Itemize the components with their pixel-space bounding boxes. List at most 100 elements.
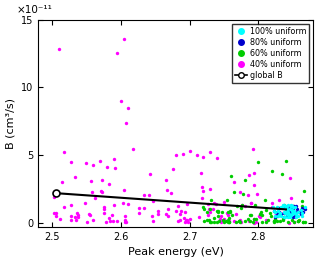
Point [89, 190, 94, 194]
Point [248, 219, 253, 223]
Point [98, 159, 103, 163]
Point [176, 204, 181, 209]
Point [291, 206, 296, 211]
Point [291, 205, 296, 209]
Point [247, 219, 252, 223]
Point [276, 211, 281, 215]
Point [287, 215, 293, 219]
Point [292, 211, 297, 215]
Point [173, 153, 178, 157]
Point [283, 211, 288, 215]
Point [296, 218, 301, 222]
Point [164, 188, 169, 192]
Point [287, 176, 293, 180]
Point [112, 166, 117, 171]
Point [214, 202, 219, 206]
Point [271, 209, 276, 213]
Point [226, 219, 232, 223]
Point [299, 208, 304, 212]
Point [291, 204, 296, 208]
Point [288, 204, 293, 208]
Point [142, 193, 147, 197]
Point [285, 214, 290, 218]
Point [295, 219, 300, 223]
Point [122, 218, 127, 222]
Point [236, 219, 241, 223]
Point [301, 210, 306, 215]
Point [206, 207, 211, 211]
Point [288, 212, 293, 216]
Point [170, 167, 175, 171]
Point [290, 207, 295, 211]
Point [281, 203, 286, 208]
Point [107, 216, 112, 221]
Point [163, 212, 168, 216]
Point [51, 211, 56, 215]
Point [285, 212, 290, 216]
Point [225, 210, 230, 215]
Point [283, 207, 288, 211]
Point [289, 218, 294, 222]
Point [300, 199, 305, 203]
Point [287, 212, 292, 216]
Point [283, 211, 288, 215]
Point [295, 214, 300, 218]
Point [283, 206, 288, 210]
Point [51, 195, 56, 199]
Point [289, 203, 294, 207]
Point [60, 180, 65, 184]
Point [277, 211, 282, 215]
Point [232, 219, 237, 224]
Point [178, 212, 183, 216]
Point [299, 209, 304, 213]
Point [275, 209, 280, 213]
Point [124, 220, 129, 224]
Point [278, 205, 284, 209]
Point [206, 213, 211, 217]
Point [107, 182, 112, 186]
Point [75, 213, 80, 217]
Point [283, 159, 288, 163]
Point [227, 210, 233, 214]
Point [285, 207, 290, 211]
Point [215, 209, 220, 213]
Point [219, 214, 224, 219]
Point [275, 214, 280, 218]
Point [224, 211, 229, 215]
Point [146, 193, 151, 197]
Point [252, 217, 257, 221]
Point [201, 205, 206, 209]
Point [296, 219, 301, 224]
Point [278, 212, 284, 216]
Point [285, 212, 290, 216]
Point [286, 220, 291, 224]
Point [298, 211, 303, 216]
Point [196, 215, 201, 219]
Point [251, 220, 256, 225]
Point [185, 202, 190, 206]
Point [302, 220, 308, 224]
Point [178, 218, 183, 222]
Point [289, 214, 294, 218]
Y-axis label: B (cm³/s): B (cm³/s) [5, 98, 16, 149]
Point [216, 210, 221, 215]
Point [199, 185, 204, 189]
Point [136, 206, 141, 210]
Point [223, 219, 228, 223]
Point [257, 212, 263, 216]
Point [253, 216, 258, 221]
Point [300, 211, 305, 215]
Point [278, 214, 283, 219]
Point [218, 217, 223, 221]
Point [273, 211, 278, 216]
Point [289, 208, 294, 212]
Point [101, 205, 106, 209]
Point [87, 212, 92, 216]
Point [187, 149, 192, 153]
Point [234, 204, 240, 208]
Point [282, 211, 287, 215]
Point [121, 188, 126, 192]
Point [173, 209, 178, 213]
Point [272, 210, 278, 214]
Point [211, 220, 216, 224]
